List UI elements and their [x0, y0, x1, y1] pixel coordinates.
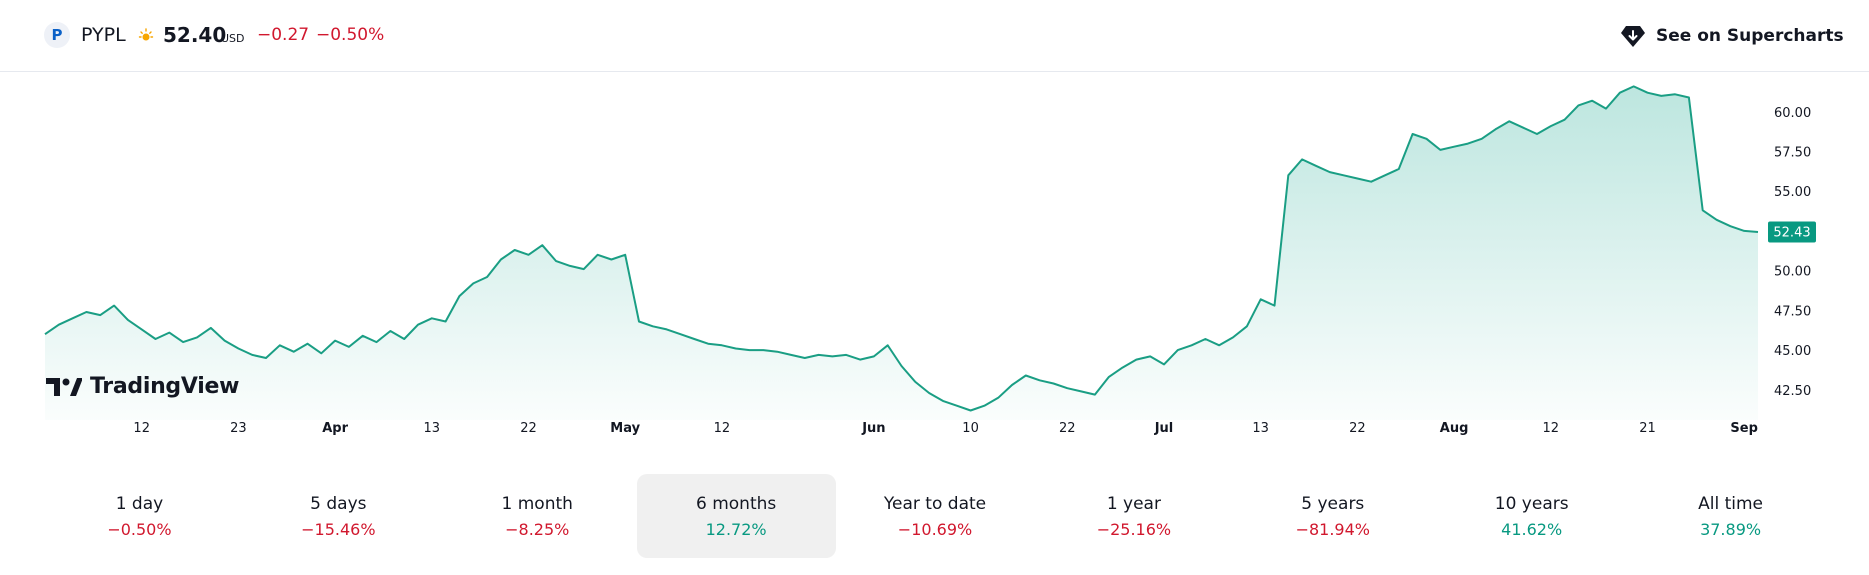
- price-area-fill: [45, 86, 1758, 421]
- price-axis-tick: 57.50: [1774, 145, 1811, 160]
- time-axis-tick: 13: [424, 421, 441, 436]
- price-chart[interactable]: 60.0057.5055.0052.5050.0047.5045.0042.50…: [0, 72, 1869, 452]
- period-label: 1 day: [115, 493, 164, 514]
- time-axis-tick: 10: [962, 421, 979, 436]
- price-change-percent: −0.50%: [316, 25, 385, 45]
- time-axis-tick: 23: [230, 421, 247, 436]
- period-option[interactable]: 6 months 12.72%: [636, 474, 836, 558]
- last-price-label: 52.43: [1768, 221, 1816, 243]
- price-change-absolute: −0.27: [257, 25, 310, 45]
- period-label: 1 year: [1106, 493, 1161, 514]
- time-axis-tick: 12: [714, 421, 731, 436]
- time-axis-tick: 13: [1252, 421, 1269, 436]
- period-change: −10.69%: [897, 519, 973, 539]
- period-option[interactable]: 1 month −8.25%: [438, 474, 637, 558]
- price-axis-tick: 60.00: [1774, 106, 1811, 121]
- time-axis-tick: Apr: [322, 421, 348, 436]
- period-change: 41.62%: [1501, 519, 1563, 539]
- period-change: 37.89%: [1700, 519, 1762, 539]
- price-axis-tick: 50.00: [1774, 265, 1811, 280]
- period-change: −15.46%: [301, 519, 376, 539]
- diamond-arrow-icon: [1621, 26, 1645, 47]
- time-axis-tick: Aug: [1440, 421, 1469, 436]
- period-change: −0.50%: [107, 519, 172, 539]
- period-label: 5 days: [310, 493, 367, 514]
- time-axis-tick: 22: [520, 421, 537, 436]
- price-line: [44, 85, 1759, 412]
- period-label: 10 years: [1494, 493, 1569, 514]
- period-option[interactable]: 5 days −15.46%: [239, 474, 438, 558]
- price-axis-tick: 45.00: [1774, 344, 1811, 359]
- period-option[interactable]: Year to date −10.69%: [836, 474, 1035, 558]
- time-axis-tick: 12: [1543, 421, 1560, 436]
- time-axis-tick: 22: [1059, 421, 1076, 436]
- period-option[interactable]: 5 years −81.94%: [1233, 474, 1432, 558]
- period-change: −25.16%: [1096, 519, 1172, 539]
- period-option[interactable]: 10 years 41.62%: [1432, 474, 1631, 558]
- last-price-label-text: 52.43: [1773, 226, 1810, 241]
- price-axis-tick: 47.50: [1774, 304, 1811, 319]
- period-change: 12.72%: [705, 519, 767, 539]
- time-axis-tick: Sep: [1730, 421, 1758, 436]
- time-axis-tick: 21: [1639, 421, 1656, 436]
- period-selector: 1 day −0.50% 5 days −15.46% 1 month −8.25% 6 m…: [40, 474, 1830, 558]
- time-axis-tick: Jul: [1154, 421, 1174, 436]
- period-option[interactable]: 1 year −25.16%: [1034, 474, 1233, 558]
- see-on-supercharts-button[interactable]: See on Supercharts: [1620, 20, 1844, 52]
- period-change: −81.94%: [1295, 519, 1370, 539]
- period-label: Year to date: [883, 493, 987, 514]
- period-option[interactable]: 1 day −0.50%: [40, 474, 239, 558]
- time-axis[interactable]: 12 23 Apr 13 22 May 12 Jun 10 22 Jul 13 22 Aug 12 21 Sep: [133, 421, 1758, 436]
- time-axis-tick: 22: [1349, 421, 1366, 436]
- period-label: All time: [1698, 493, 1764, 514]
- tradingview-logo-icon: [46, 377, 82, 396]
- time-axis-tick: Jun: [861, 421, 885, 436]
- price-axis-tick: 42.50: [1774, 384, 1811, 399]
- period-option[interactable]: All time 37.89%: [1631, 474, 1830, 558]
- period-change: −8.25%: [505, 519, 570, 539]
- last-price: 52.40: [163, 23, 227, 47]
- currency-label: USD: [221, 32, 245, 45]
- tradingview-wordmark: TradingView: [90, 374, 240, 399]
- time-axis-tick: May: [610, 421, 640, 436]
- symbol-header: P PYPL 52.40 USD −0.27 −0.50% See on Sup…: [0, 0, 1869, 72]
- period-label: 1 month: [501, 493, 573, 514]
- supercharts-label: See on Supercharts: [1656, 26, 1844, 46]
- paypal-logo-icon: P: [44, 22, 70, 48]
- price-axis-tick: 55.00: [1774, 185, 1811, 200]
- period-label: 6 months: [695, 493, 777, 514]
- tradingview-watermark: TradingView: [46, 374, 239, 399]
- ticker-symbol[interactable]: PYPL: [81, 24, 126, 46]
- sun-icon: [138, 28, 154, 41]
- time-axis-tick: 12: [133, 421, 150, 436]
- period-label: 5 years: [1301, 493, 1365, 514]
